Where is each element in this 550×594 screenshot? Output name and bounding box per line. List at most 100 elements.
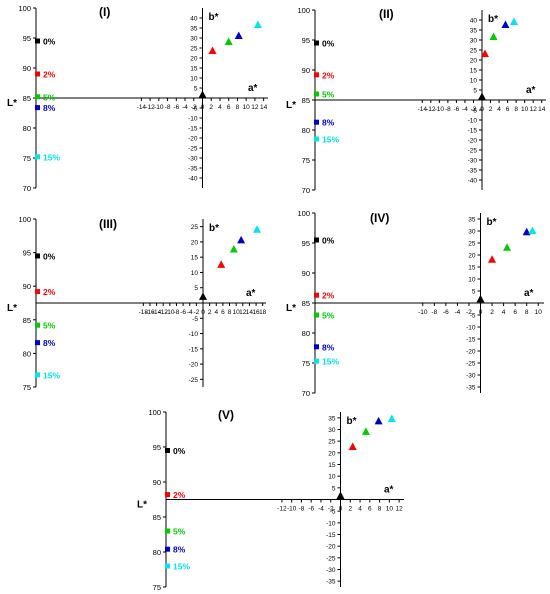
ab-point: [374, 416, 383, 425]
lstar-point: [35, 38, 40, 44]
b-tick-label: 20: [190, 56, 198, 63]
lstar-point: [165, 546, 170, 552]
lstar-point-label: 15%: [43, 152, 60, 162]
b-axis-label: b*: [488, 14, 498, 25]
ab-point: [336, 491, 345, 499]
a-tick-label: 10: [233, 309, 241, 316]
lstar-point-label: 5%: [43, 321, 56, 331]
lstar-point-label: 15%: [43, 370, 60, 380]
a-tick-label: 14: [246, 309, 254, 316]
a-tick-label: -4: [318, 506, 324, 513]
lstar-axis-label: L*: [7, 98, 17, 109]
lstar-axis-label: L*: [286, 100, 296, 111]
a-tick-label: 0: [201, 309, 205, 316]
chart-panel: (I)707580859095100L*-14-12-10-8-6-4-2024…: [7, 4, 268, 193]
lstar-point: [314, 344, 319, 350]
b-tick-label: -20: [468, 138, 478, 145]
a-tick-label: -2: [471, 106, 477, 113]
panel-label: (I): [99, 5, 110, 19]
lstar-point: [35, 94, 40, 100]
lstar-tick-label: 75: [302, 156, 310, 165]
a-tick-label: 10: [243, 104, 251, 111]
ab-point: [217, 260, 226, 268]
a-tick-label: -12: [145, 104, 155, 111]
a-tick-label: -8: [174, 309, 180, 316]
b-tick-label: 5: [332, 485, 336, 492]
a-tick-label: -6: [180, 309, 186, 316]
lstar-point-label: 8%: [43, 338, 56, 348]
b-tick-label: 5: [194, 86, 198, 93]
lstar-point-label: 0%: [43, 37, 56, 47]
ab-point: [510, 17, 518, 25]
b-tick-label: -40: [468, 178, 478, 185]
lstar-axis-label: L*: [7, 303, 17, 314]
a-tick-label: -8: [165, 104, 171, 111]
b-tick-label: 35: [190, 26, 198, 33]
lstar-tick-label: 90: [153, 478, 161, 487]
lstar-point: [314, 72, 319, 78]
lstar-point: [314, 40, 319, 46]
b-tick-label: 20: [191, 239, 199, 246]
lstar-point: [35, 340, 40, 346]
ab-point: [229, 245, 238, 253]
b-tick-label: -35: [326, 579, 336, 586]
lstar-tick-label: 70: [302, 389, 310, 398]
a-tick-label: -8: [431, 309, 437, 316]
a-tick-label: 8: [236, 104, 240, 111]
b-tick-label: 40: [470, 18, 478, 25]
lstar-point-label: 15%: [173, 562, 190, 572]
a-tick-label: -8: [299, 506, 305, 513]
ab-point: [237, 235, 246, 244]
a-tick-label: -2: [193, 309, 199, 316]
a-axis-label: a*: [384, 485, 394, 496]
lstar-tick-label: 80: [23, 349, 31, 358]
a-tick-label: -14: [418, 106, 428, 113]
a-tick-label: -4: [187, 309, 193, 316]
lstar-point-label: 2%: [43, 287, 56, 297]
b-tick-label: -15: [189, 346, 199, 353]
lstar-tick-label: 95: [302, 239, 310, 248]
a-tick-label: 0: [201, 104, 205, 111]
b-tick-label: 15: [190, 66, 198, 73]
b-tick-label: 20: [468, 253, 476, 260]
a-tick-label: -6: [308, 506, 314, 513]
a-tick-label: 8: [525, 309, 529, 316]
lstar-tick-label: 80: [23, 124, 31, 133]
a-tick-label: 6: [513, 309, 517, 316]
lstar-point: [165, 528, 170, 534]
lstar-point: [314, 237, 319, 243]
lstar-point-label: 8%: [43, 103, 56, 113]
a-tick-label: -2: [191, 104, 197, 111]
b-tick-label: 35: [468, 217, 476, 224]
b-tick-label: -15: [466, 337, 476, 344]
a-tick-label: 10: [535, 309, 543, 316]
b-tick-label: 40: [190, 16, 198, 23]
lstar-tick-label: 85: [23, 94, 31, 103]
lstar-tick-label: 100: [297, 209, 310, 218]
lstar-tick-label: 85: [302, 96, 310, 105]
b-tick-label: 35: [470, 28, 478, 35]
b-tick-label: 30: [190, 36, 198, 43]
ab-point: [387, 414, 396, 422]
b-tick-label: 10: [191, 270, 199, 277]
a-tick-label: 2: [490, 309, 494, 316]
lstar-tick-label: 90: [302, 66, 310, 75]
b-tick-label: 15: [191, 255, 199, 262]
ab-point: [208, 46, 217, 54]
a-tick-label: -10: [165, 309, 175, 316]
a-axis-label: a*: [526, 85, 536, 96]
b-tick-label: 25: [470, 48, 478, 55]
lstar-point: [314, 91, 319, 97]
a-tick-label: -14: [137, 104, 147, 111]
lstar-point-label: 5%: [43, 92, 56, 102]
lstar-point-label: 5%: [322, 90, 335, 100]
b-tick-label: -20: [466, 349, 476, 356]
b-tick-label: -25: [468, 148, 478, 155]
b-axis-label: b*: [209, 12, 219, 23]
a-tick-label: -16: [145, 309, 155, 316]
lstar-point: [314, 312, 319, 318]
b-tick-label: 25: [328, 439, 336, 446]
ab-point: [348, 442, 357, 450]
